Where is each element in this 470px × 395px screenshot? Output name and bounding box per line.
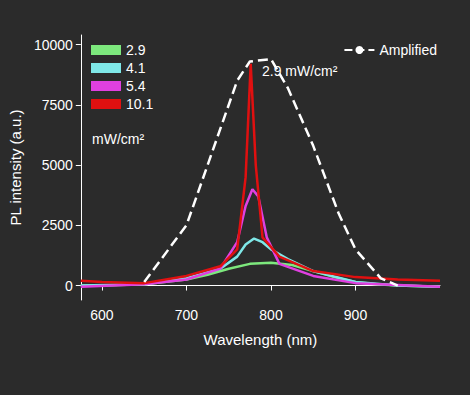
svg-text:0: 0 <box>65 278 73 294</box>
svg-text:Wavelength (nm): Wavelength (nm) <box>204 331 318 348</box>
svg-text:4.1: 4.1 <box>126 60 146 76</box>
svg-text:800: 800 <box>259 307 283 323</box>
svg-text:2500: 2500 <box>42 217 73 233</box>
svg-text:700: 700 <box>175 307 199 323</box>
svg-text:Amplified: Amplified <box>379 42 437 58</box>
svg-text:5000: 5000 <box>42 157 73 173</box>
svg-text:2.9: 2.9 <box>126 42 146 58</box>
svg-text:900: 900 <box>344 307 368 323</box>
svg-text:5.4: 5.4 <box>126 78 146 94</box>
svg-text:mW/cm²: mW/cm² <box>92 131 144 147</box>
svg-text:2.9 mW/cm²: 2.9 mW/cm² <box>262 63 338 79</box>
svg-text:10.1: 10.1 <box>126 96 153 112</box>
svg-text:10000: 10000 <box>34 37 73 53</box>
svg-text:600: 600 <box>90 307 114 323</box>
svg-text:7500: 7500 <box>42 97 73 113</box>
svg-text:PL intensity (a.u.): PL intensity (a.u.) <box>7 109 24 225</box>
